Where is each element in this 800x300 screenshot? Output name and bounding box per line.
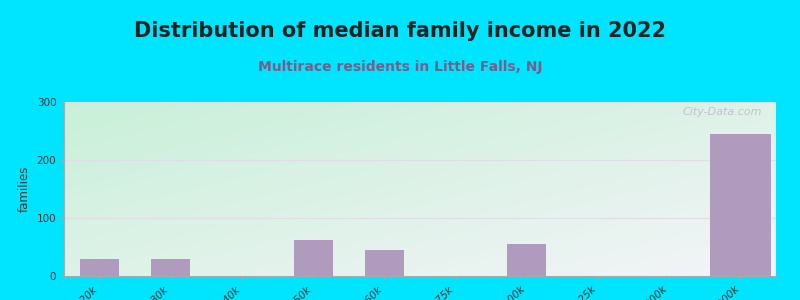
Text: Distribution of median family income in 2022: Distribution of median family income in … [134,21,666,41]
Bar [151,259,190,276]
Text: City-Data.com: City-Data.com [682,107,762,117]
Text: Multirace residents in Little Falls, NJ: Multirace residents in Little Falls, NJ [258,60,542,74]
Bar [294,240,333,276]
Bar [507,244,546,276]
Y-axis label: families: families [18,166,31,212]
Bar [80,259,119,276]
Bar [365,250,404,276]
Bar [710,134,770,276]
